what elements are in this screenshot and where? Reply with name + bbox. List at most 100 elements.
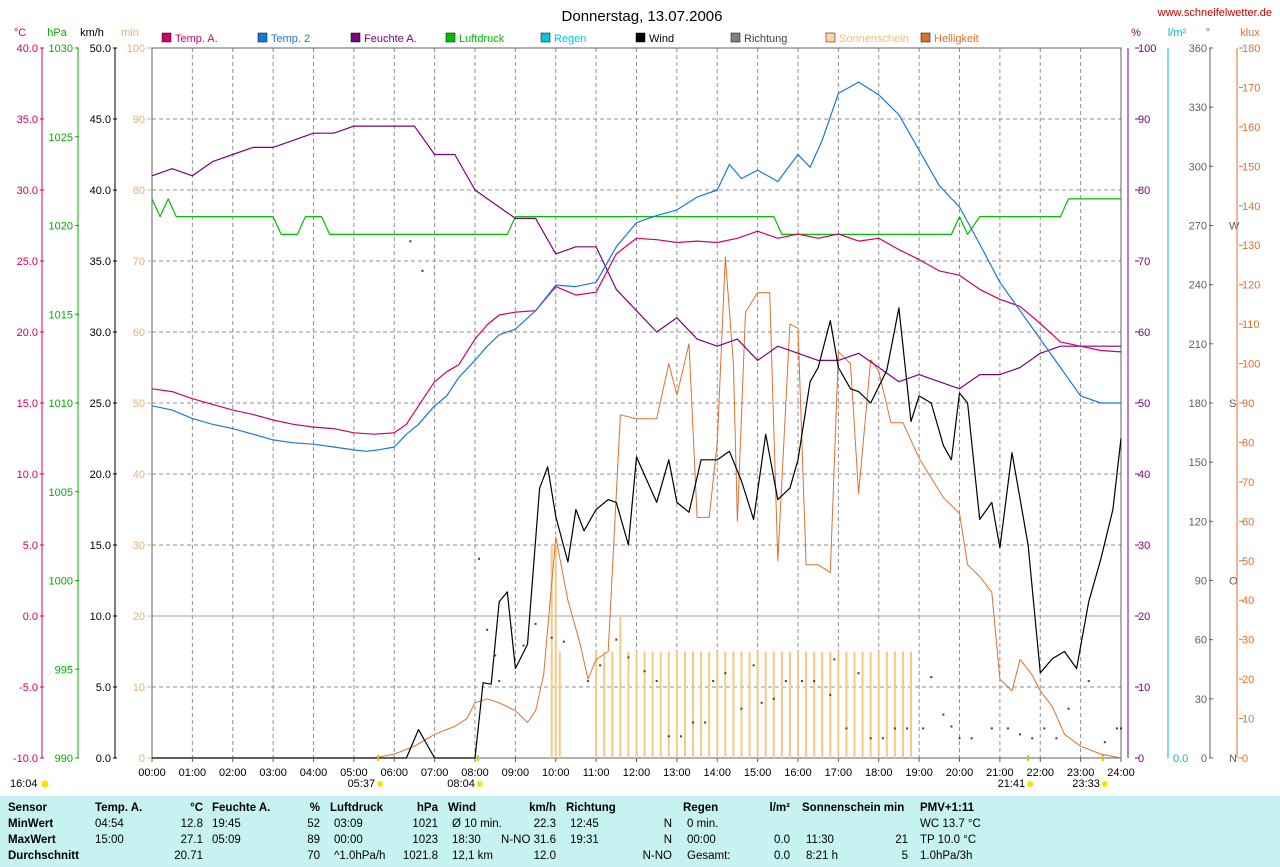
light-axis-tick-label: 40 <box>1242 595 1254 607</box>
time-marker-label: 16:04 <box>10 778 38 790</box>
humidity-axis-tick-label: 80 <box>1138 185 1150 197</box>
stats-column-title: Wind <box>448 802 476 814</box>
sun-axis-tick-label: 50 <box>133 398 145 410</box>
stats-cell-label: 1.0hPa/3h <box>920 850 973 862</box>
wind-line <box>152 307 1122 759</box>
sun-icon <box>476 781 483 787</box>
richtung-point <box>1120 727 1122 730</box>
sun-icon <box>1101 781 1108 787</box>
richtung-point <box>857 672 860 675</box>
sun-axis-tick-label: 0 <box>139 753 145 765</box>
axis-unit-label: km/h <box>80 27 104 39</box>
richtung-point <box>990 727 993 730</box>
richtung-point <box>421 269 424 272</box>
pressure-axis-tick-label: 1015 <box>49 309 73 321</box>
axis-unit-label: °C <box>14 27 26 39</box>
stats-column: Temp. A. °C 04:54 12.8 15:00 27.1 20.71 <box>95 796 203 867</box>
helligkeit-line <box>374 256 1122 759</box>
richtung-point <box>869 737 872 740</box>
richtung-point <box>813 680 816 683</box>
x-tick-label: 00:00 <box>138 767 166 779</box>
richtung-point <box>599 664 602 667</box>
stats-cell-value: 52 <box>307 818 320 830</box>
x-tick-label: 08:00 <box>461 767 489 779</box>
direction-axis-tick-label: 180 <box>1189 398 1207 410</box>
stats-column-unit: % <box>309 802 320 814</box>
x-tick-label: 02:00 <box>219 767 247 779</box>
compass-label: O <box>1229 576 1238 588</box>
time-marker-label: 05:37 <box>348 778 376 790</box>
legend-swatch <box>161 32 172 43</box>
legend-label: Feuchte A. <box>364 33 417 45</box>
stats-cell-value: 1021 <box>412 818 438 830</box>
stats-row-labels: Sensor MinWert MaxWert Durchschnitt <box>8 796 88 867</box>
richtung-point <box>845 727 848 730</box>
stats-column-title: Richtung <box>566 802 616 814</box>
light-axis-tick-label: 120 <box>1242 280 1260 292</box>
richtung-point <box>679 735 682 738</box>
stats-column-title: Feuchte A. <box>212 802 271 814</box>
stats-cell-value: 70 <box>307 850 320 862</box>
pressure-axis-tick-label: 1005 <box>49 487 73 499</box>
stats-column-title: Sonnenschein min <box>802 802 905 814</box>
x-tick-labels: 00:00 01:00 02:00 03:00 04:00 05:00 06:00 07:00… <box>138 758 1135 779</box>
direction-axis-tick-label: 120 <box>1189 516 1207 528</box>
axis-unit-label: min <box>121 27 139 39</box>
stats-cell-value: 21 <box>895 834 908 846</box>
wind-axis-tick-label: 50.0 <box>90 43 111 55</box>
light-axis-tick-label: 30 <box>1242 635 1254 647</box>
direction-axis-tick-label: 300 <box>1189 161 1207 173</box>
x-tick-label: 22:00 <box>1026 767 1054 779</box>
x-tick-label: 15:00 <box>744 767 772 779</box>
x-tick-label: 20:00 <box>946 767 974 779</box>
legend-swatch <box>445 32 456 43</box>
bottom-markers: 16:04 05:37 08:04 21:41 23:33 <box>10 755 1108 790</box>
sun-axis-tick-label: 10 <box>133 682 145 694</box>
stats-cell-value: 1023 <box>412 834 438 846</box>
sun-icon <box>41 780 49 788</box>
stats-cell-label: 18:30 <box>452 834 481 846</box>
richtung-point <box>760 701 763 704</box>
direction-axis-tick-label: 150 <box>1189 457 1207 469</box>
richtung-point <box>1103 741 1106 744</box>
richtung-point <box>562 640 565 643</box>
time-marker-label: 08:04 <box>447 778 475 790</box>
stats-row-label: MaxWert <box>8 834 56 846</box>
stats-column-title: Luftdruck <box>330 802 384 814</box>
stats-cell-value: N <box>663 818 672 830</box>
temp-axis-tick-label: -5.0 <box>19 682 38 694</box>
richtung-point <box>772 697 775 700</box>
humidity-axis-tick-label: 50 <box>1138 398 1150 410</box>
site-url[interactable]: www.schneifelwetter.de <box>1157 7 1272 19</box>
temp-a-line <box>151 230 1122 435</box>
compass-label: W <box>1229 221 1240 233</box>
stats-column: Wind km/h Ø 10 min. 22.3 18:30 N-NO 31.6 12,1 … <box>448 796 556 867</box>
richtung-point <box>724 672 727 675</box>
richtung-point <box>801 680 804 683</box>
chart-title: Donnerstag, 13.07.2006 <box>562 8 723 25</box>
temp-2-line <box>151 81 1121 452</box>
legend: Temp. A. Temp. 2 Feuchte A. Luftdruck Regen W… <box>161 32 979 45</box>
stats-column-unit: l/m² <box>769 802 790 814</box>
wind-axis-tick-label: 10.0 <box>90 611 111 623</box>
richtung-point <box>534 622 537 625</box>
humidity-axis-tick-label: 40 <box>1138 469 1150 481</box>
richtung-point <box>930 676 933 679</box>
stats-column: PMV+1:11 WC 13.7 °C TP 10.0 °C 1.0hPa/3h <box>920 796 1026 867</box>
stats-cell-value: N-NO <box>642 850 672 862</box>
legend-label: Luftdruck <box>459 33 505 45</box>
x-tick-label: 19:00 <box>905 767 933 779</box>
wind-axis-tick-label: 15.0 <box>90 540 111 552</box>
richtung-point <box>906 727 909 730</box>
sun-axis-tick-label: 20 <box>133 611 145 623</box>
stats-cell-label: 00:00 <box>687 834 716 846</box>
sun-icon <box>1027 781 1034 787</box>
light-axis-tick-label: 20 <box>1242 674 1254 686</box>
direction-axis-tick-label: 240 <box>1189 280 1207 292</box>
feuchte-a-line <box>151 125 1121 390</box>
richtung-point <box>486 628 489 631</box>
sun-icon <box>377 781 384 787</box>
temp-axis-tick-label: 35.0 <box>17 114 38 126</box>
x-tick-label: 03:00 <box>259 767 287 779</box>
humidity-axis-tick-label: 100 <box>1138 43 1156 55</box>
